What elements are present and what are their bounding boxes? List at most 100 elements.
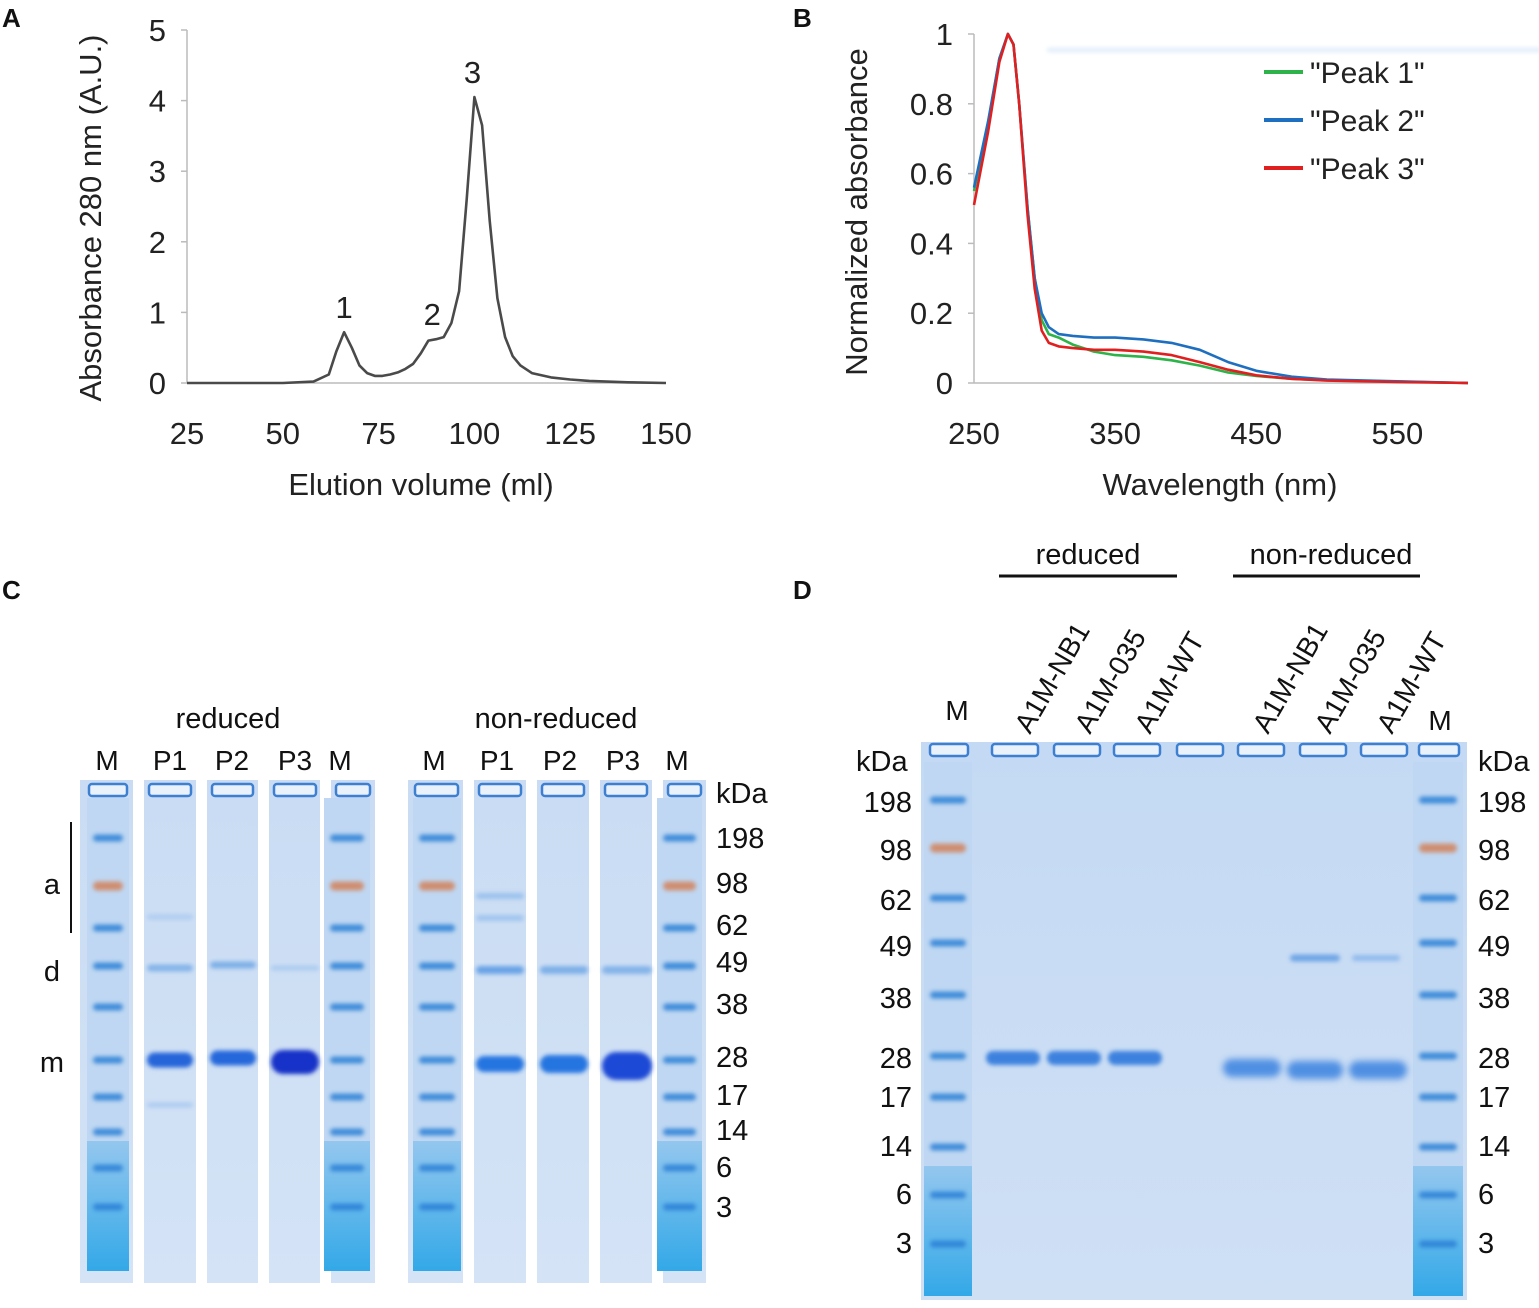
- panel-letter-a: A: [2, 3, 21, 33]
- gel-band: [330, 1003, 364, 1011]
- gel-band: [147, 914, 193, 920]
- gel-band: [930, 894, 966, 902]
- gel-band: [663, 1128, 696, 1136]
- kda-label-right: kDa: [1478, 746, 1530, 778]
- gel-well: [1236, 742, 1286, 758]
- marker-label: 98: [716, 868, 748, 900]
- lane-label-marker-left: M: [945, 695, 968, 726]
- gel-band: [1419, 1191, 1457, 1199]
- marker-label-right: 17: [1478, 1082, 1510, 1114]
- panel-a: A Elution volume (ml) Absorbance 280 nm …: [2, 3, 692, 502]
- gel-band: [419, 834, 455, 842]
- marker-label-right: 38: [1478, 983, 1510, 1015]
- kda-label-left: kDa: [856, 746, 908, 778]
- gel-band: [663, 1203, 696, 1211]
- gel-band: [147, 1102, 193, 1108]
- y-axis-title: Normalized absorbance: [839, 48, 874, 375]
- gel-band: [1419, 1143, 1457, 1151]
- gel-well: [272, 782, 318, 798]
- lane-label: P1: [480, 745, 514, 776]
- gel-band: [330, 881, 364, 891]
- x-tick-label: 50: [266, 416, 300, 451]
- label-aggregate: a: [44, 869, 61, 901]
- gel-band: [330, 962, 364, 970]
- gel-band: [540, 1055, 588, 1073]
- gel-band: [419, 1093, 455, 1101]
- gel-band: [476, 966, 524, 974]
- elution-chart: Elution volume (ml) Absorbance 280 nm (A…: [73, 13, 692, 502]
- lane-label: P3: [278, 745, 312, 776]
- marker-label: 49: [716, 947, 748, 979]
- panel-letter-d: D: [793, 575, 812, 605]
- gel-band: [419, 924, 455, 932]
- marker-label-left: 14: [880, 1131, 912, 1163]
- x-tick-label: 550: [1372, 416, 1424, 451]
- gel-band: [93, 834, 123, 842]
- ladder-dye-front: [924, 1166, 972, 1296]
- gel-band: [1419, 843, 1457, 853]
- gel-band: [1419, 1240, 1457, 1248]
- marker-label-right: 14: [1478, 1131, 1510, 1163]
- legend-entry: "Peak 3": [1310, 153, 1425, 186]
- gel-band: [1047, 48, 1539, 52]
- marker-label-right: 98: [1478, 835, 1510, 867]
- gel-band: [419, 1003, 455, 1011]
- y-tick-label: 0.8: [910, 87, 953, 122]
- gel-band: [930, 939, 966, 947]
- sds-page-gel-c: [80, 778, 706, 1285]
- x-tick-label: 250: [948, 416, 1000, 451]
- gel-band: [1047, 1051, 1101, 1065]
- marker-label-left: 17: [880, 1082, 912, 1114]
- x-axis-title: Elution volume (ml): [288, 467, 553, 502]
- marker-label-right: 6: [1478, 1179, 1494, 1211]
- gel-well: [990, 742, 1040, 758]
- gel-band: [1419, 991, 1457, 999]
- gel-band: [930, 796, 966, 804]
- gel-well: [210, 782, 255, 798]
- marker-label-left: 3: [896, 1228, 912, 1260]
- spectra-chart: Wavelength (nm) Normalized absorbance "P…: [839, 17, 1469, 502]
- marker-label: 3: [716, 1192, 732, 1224]
- marker-label: 198: [716, 823, 764, 855]
- gel-band: [663, 881, 696, 891]
- gel-band: [93, 1128, 123, 1136]
- marker-labels: 198 198 98 98 62 62 49 49 38 38 28 28 17 17 14 14 6 6 3 3: [864, 787, 1527, 1260]
- y-tick-label: 0: [149, 366, 166, 401]
- gel-band: [330, 834, 364, 842]
- y-tick-label: 1: [936, 17, 953, 52]
- x-tick-label: 100: [449, 416, 501, 451]
- gel-band: [419, 962, 455, 970]
- marker-label-right: 28: [1478, 1043, 1510, 1075]
- lane-label-marker-right: M: [1428, 705, 1451, 736]
- gel-band: [602, 966, 652, 974]
- gel-band: [602, 1052, 652, 1080]
- x-tick-label: 450: [1230, 416, 1282, 451]
- marker-label: 17: [716, 1080, 748, 1112]
- gel-band: [1349, 1061, 1407, 1079]
- lane-label: M: [422, 745, 445, 776]
- lane-separator: [196, 778, 207, 1285]
- gel-band: [330, 1203, 364, 1211]
- y-tick-label: 0: [936, 366, 953, 401]
- x-tick-label: 350: [1089, 416, 1141, 451]
- series-line: [187, 95, 667, 385]
- marker-label-right: 3: [1478, 1228, 1494, 1260]
- gel-band: [1108, 1051, 1162, 1065]
- gel-band: [210, 1050, 256, 1066]
- gel-well: [666, 782, 703, 798]
- ladder-dye-front: [1413, 1166, 1463, 1296]
- gel-band: [93, 962, 123, 970]
- gel-band: [419, 1203, 455, 1211]
- gel-band: [930, 1240, 966, 1248]
- gel-band: [330, 1128, 364, 1136]
- gel-band: [663, 924, 696, 932]
- panel-letter-c: C: [2, 575, 21, 605]
- panel-c: C reduced non-reduced M P1 P2 P3 M M P1 P2 P3 M k…: [2, 575, 768, 1285]
- gel-well: [477, 782, 523, 798]
- gel-band: [663, 1164, 696, 1172]
- group-label-non-reduced: non-reduced: [1250, 539, 1413, 571]
- marker-label-right: 49: [1478, 931, 1510, 963]
- sds-page-gel-d: [921, 48, 1539, 1300]
